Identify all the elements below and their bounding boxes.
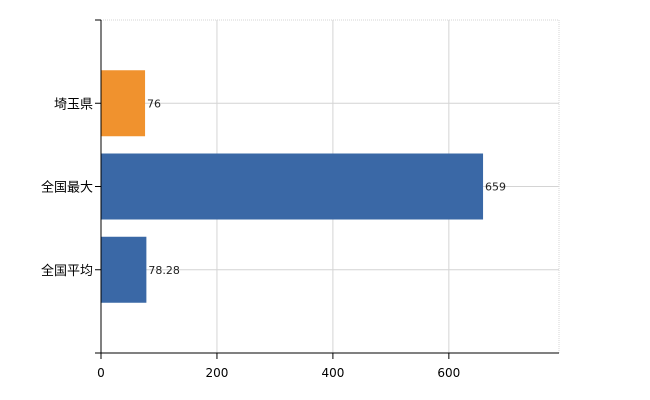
x-tick-label: 400 [321,366,344,380]
data-label: 78.28 [148,264,180,277]
category-label: 全国平均 [41,263,93,279]
x-tick-label: 200 [205,366,228,380]
bar [101,153,484,220]
category-label: 全国最大 [41,180,93,196]
bars [101,70,484,303]
bar [101,236,147,303]
bar [101,70,146,137]
x-tick-label: 0 [97,366,105,380]
x-tick-label: 600 [437,366,460,380]
axes [95,19,559,359]
data-label: 76 [147,97,161,110]
data-label: 659 [485,181,506,194]
category-label: 埼玉県 [54,97,93,112]
